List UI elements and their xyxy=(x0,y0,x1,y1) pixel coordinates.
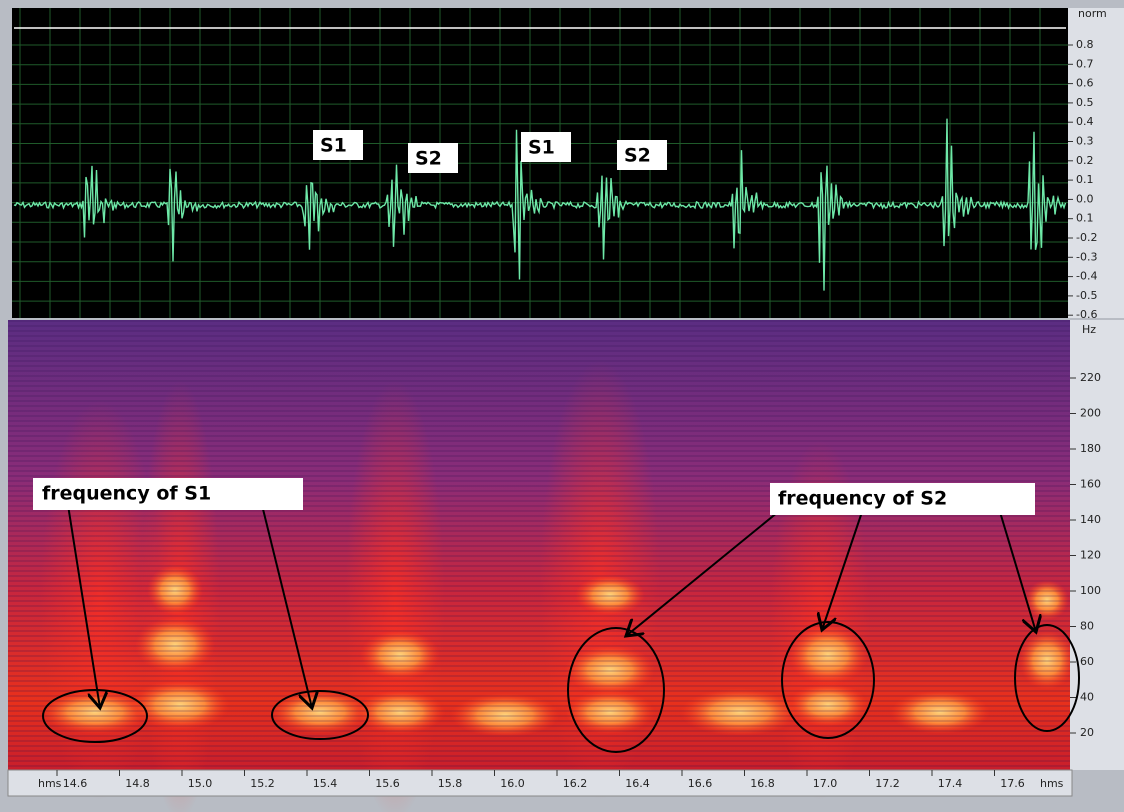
tick-label: 220 xyxy=(1080,371,1101,384)
tick-label: 20 xyxy=(1080,726,1094,739)
tick-label: 40 xyxy=(1080,691,1094,704)
tick-label: 15.6 xyxy=(375,777,400,790)
annotation: S1 xyxy=(528,137,555,159)
tick-label: 15.4 xyxy=(313,777,338,790)
s1-ellipse xyxy=(271,690,369,740)
tick-label: 17.0 xyxy=(813,777,838,790)
tick-label: 0.3 xyxy=(1076,135,1094,148)
tick-label: -0.4 xyxy=(1076,270,1097,283)
s1-ellipse xyxy=(42,689,148,743)
tick-label: 15.8 xyxy=(438,777,463,790)
tick-label: 0.4 xyxy=(1076,115,1094,128)
tick-label: -0.2 xyxy=(1076,231,1097,244)
scale-column xyxy=(1070,320,1124,770)
spectrogram-texture xyxy=(8,320,1070,770)
label-box xyxy=(313,130,363,160)
annotation: S2 xyxy=(624,145,651,167)
s2-ellipse xyxy=(1014,624,1080,732)
tick-label: -0.5 xyxy=(1076,289,1097,302)
label-box xyxy=(770,483,1035,515)
tick-label: -0.6 xyxy=(1076,308,1097,321)
tick-label: 16.4 xyxy=(625,777,650,790)
annotation: S1 xyxy=(320,135,347,157)
tick-label: 0.7 xyxy=(1076,57,1094,70)
tick-label: 60 xyxy=(1080,655,1094,668)
arrow xyxy=(626,511,779,636)
annotation: frequency of S1 xyxy=(42,483,211,505)
arrow xyxy=(261,504,312,708)
tick-label: -0.3 xyxy=(1076,250,1097,263)
s2-ellipse xyxy=(567,627,665,753)
unit-label: norm xyxy=(1078,7,1107,20)
tick-label: 16.0 xyxy=(500,777,525,790)
arrow xyxy=(999,511,1036,632)
tick-label: 0.2 xyxy=(1076,154,1094,167)
annotation: S2 xyxy=(415,148,442,170)
tick-label: 140 xyxy=(1080,513,1101,526)
unit-label: hms xyxy=(1040,777,1064,790)
scale-column xyxy=(1068,8,1124,318)
tick-label: 16.6 xyxy=(688,777,713,790)
label-box xyxy=(33,478,303,510)
label-box xyxy=(617,140,667,170)
waveform-grid xyxy=(12,8,1068,318)
time-axis xyxy=(7,769,1073,797)
tick-label: 17.4 xyxy=(938,777,963,790)
tick-label: 0.0 xyxy=(1076,192,1094,205)
tick-label: 180 xyxy=(1080,442,1101,455)
annotations xyxy=(42,504,1080,753)
tick-label: 80 xyxy=(1080,620,1094,633)
tick-label: 15.2 xyxy=(250,777,275,790)
waveform xyxy=(13,118,1067,291)
tick-label: 0.5 xyxy=(1076,96,1094,109)
tick-label: 0.1 xyxy=(1076,173,1094,186)
tick-label: 100 xyxy=(1080,584,1101,597)
annotation: frequency of S2 xyxy=(778,488,947,510)
tick-label: 14.6 xyxy=(63,777,88,790)
tick-label: 16.2 xyxy=(563,777,588,790)
tick-label: 160 xyxy=(1080,478,1101,491)
unit-label: hms xyxy=(38,777,62,790)
label-box xyxy=(521,132,571,162)
tick-label: 17.6 xyxy=(1000,777,1025,790)
tick-label: 200 xyxy=(1080,407,1101,420)
unit-label: Hz xyxy=(1082,323,1096,336)
tick-label: 14.8 xyxy=(125,777,150,790)
tick-label: 0.1 xyxy=(1076,212,1094,225)
tick-label: 0.8 xyxy=(1076,38,1094,51)
arrow xyxy=(67,504,100,708)
tick-label: 15.0 xyxy=(188,777,213,790)
label-box xyxy=(408,143,458,173)
tick-label: 16.8 xyxy=(750,777,775,790)
arrow xyxy=(822,511,863,630)
tick-label: 0.6 xyxy=(1076,77,1094,90)
tick-label: 17.2 xyxy=(875,777,900,790)
tick-label: 120 xyxy=(1080,549,1101,562)
